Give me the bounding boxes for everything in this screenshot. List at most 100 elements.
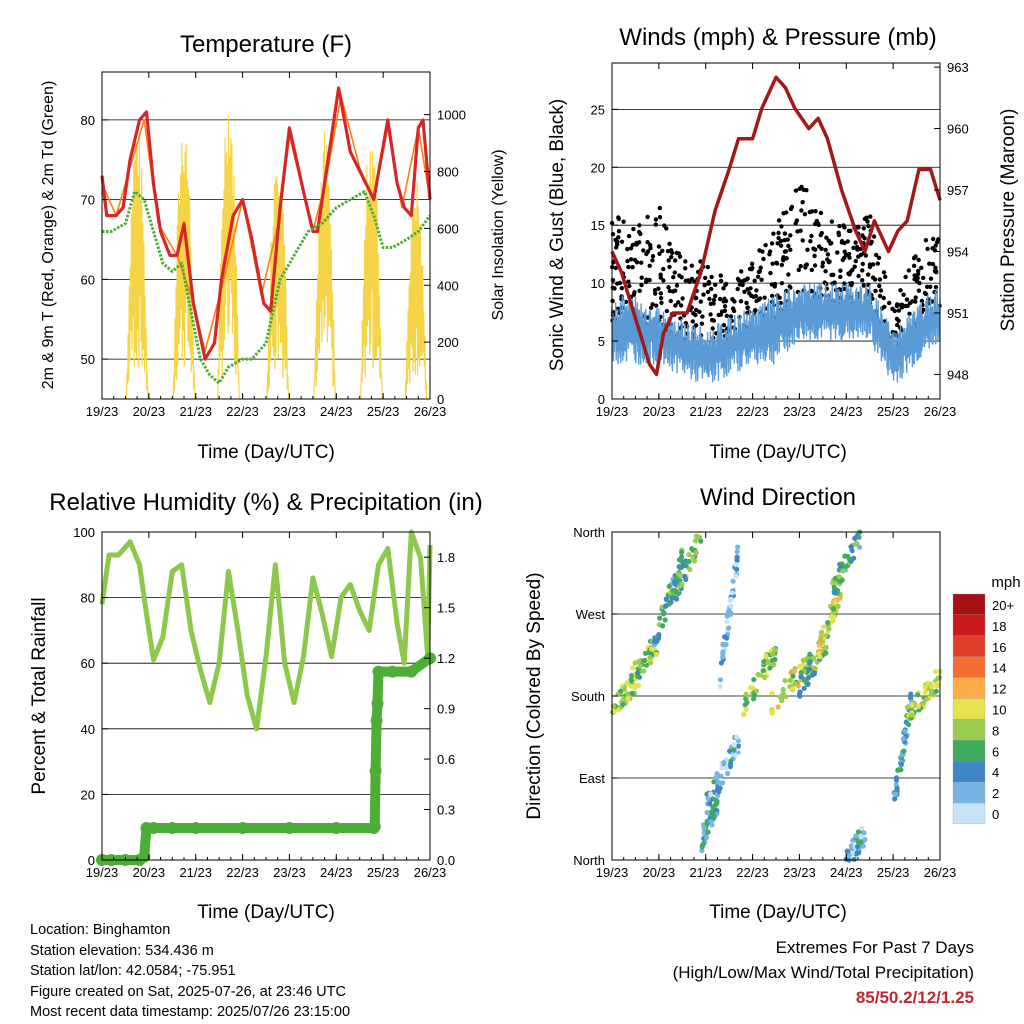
x-tick-label: 20/23: [133, 404, 166, 419]
gust-point: [661, 266, 666, 272]
direction-point: [812, 665, 818, 672]
recent-timestamp: Most recent data timestamp: 2025/07/26 2…: [30, 1004, 351, 1021]
gust-point: [798, 228, 803, 233]
gust-point: [868, 214, 873, 219]
direction-point: [629, 690, 635, 696]
gust-point: [904, 297, 910, 302]
direction-point: [769, 658, 775, 664]
gust-point: [700, 314, 705, 319]
direction-point: [731, 746, 737, 753]
y-tick-label: 80: [81, 113, 95, 128]
direction-point: [895, 767, 901, 773]
direction-point: [846, 853, 852, 859]
gust-point: [689, 263, 694, 268]
direction-point: [903, 719, 909, 725]
direction-point: [915, 703, 922, 710]
gust-point: [639, 282, 644, 288]
gust-point: [924, 284, 930, 289]
x-tick-label: 22/23: [226, 865, 259, 880]
direction-point: [828, 614, 834, 620]
winds-x-label: Time (Day/UTC): [709, 442, 847, 463]
humidity-x-ticks: 19/23 20/23 21/23 22/23 23/23 24/23 25/23 26/23: [86, 532, 447, 880]
direction-point: [908, 691, 914, 697]
direction-point: [854, 850, 860, 856]
temperature-y-ticks: 50 60 70 80: [81, 113, 108, 367]
gust-point: [827, 259, 832, 264]
gust-point: [722, 296, 727, 301]
direction-x-label: Time (Day/UTC): [709, 902, 847, 923]
gust-point: [871, 234, 877, 239]
gust-point: [678, 303, 684, 308]
y-tick-label: 20: [591, 160, 605, 175]
x-tick-label: 23/23: [273, 404, 306, 419]
y2-tick-label: 957: [947, 183, 969, 198]
station-location: Location: Binghamton: [30, 922, 171, 938]
x-tick-label: 26/23: [414, 865, 447, 880]
direction-point: [728, 761, 734, 767]
direction-point: [624, 680, 630, 686]
gust-point: [694, 295, 699, 301]
direction-point: [620, 701, 626, 708]
gust-point: [732, 299, 737, 304]
direction-point: [798, 674, 804, 680]
y-tick-label: North: [573, 853, 605, 868]
y2-tick-label: 1.2: [437, 651, 455, 666]
gust-point: [667, 288, 673, 294]
direction-point: [761, 659, 767, 665]
direction-point: [733, 562, 739, 568]
direction-point: [708, 791, 714, 797]
direction-point: [705, 829, 711, 835]
gust-point: [793, 221, 798, 226]
direction-point: [830, 606, 837, 612]
gust-point: [637, 223, 642, 228]
gust-point: [610, 232, 616, 237]
direction-point: [680, 563, 686, 569]
x-tick-label: 22/23: [736, 865, 769, 880]
direction-point: [728, 611, 734, 617]
pressure-y2-label: Station Pressure (Maroon): [998, 109, 1019, 332]
gust-point: [829, 272, 834, 278]
gust-point: [788, 233, 793, 238]
gust-point: [836, 232, 842, 238]
gust-point: [627, 283, 632, 289]
x-tick-label: 21/23: [689, 404, 722, 419]
gust-point: [932, 269, 938, 274]
direction-point: [637, 663, 643, 669]
solar-insolation-line: [172, 142, 196, 400]
direction-point: [686, 552, 692, 558]
gust-point: [776, 218, 782, 223]
y2-tick-label: 0.6: [437, 752, 455, 767]
direction-point: [718, 773, 724, 779]
direction-point: [730, 578, 736, 584]
gust-point: [814, 218, 819, 224]
direction-point: [620, 696, 626, 703]
gust-point: [874, 252, 879, 258]
gust-point: [701, 292, 706, 297]
temperature-title: Temperature (F): [180, 31, 352, 58]
direction-point: [712, 802, 719, 808]
legend-label: 4: [992, 765, 999, 780]
gust-point: [866, 223, 871, 229]
gust-point: [864, 215, 869, 220]
gust-point: [630, 242, 635, 248]
direction-point: [728, 596, 734, 602]
y-tick-label: 25: [591, 102, 605, 117]
extremes-title: Extremes For Past 7 Days: [775, 938, 974, 957]
direction-point: [709, 811, 716, 817]
gust-point: [876, 255, 882, 260]
direction-point: [727, 748, 733, 754]
gust-point: [778, 243, 784, 248]
direction-point: [732, 752, 739, 758]
wind-direction-panel: Wind Direction North East South West North 1…: [524, 484, 1021, 923]
y-tick-label: 70: [81, 193, 95, 208]
gust-point: [847, 272, 852, 277]
x-tick-label: 21/23: [689, 865, 722, 880]
legend-label: 0: [992, 807, 999, 822]
gust-point: [847, 255, 852, 260]
direction-point: [734, 566, 740, 572]
x-tick-label: 24/23: [830, 865, 863, 880]
direction-point: [686, 558, 692, 565]
legend-swatch: [952, 593, 986, 616]
gust-point: [907, 311, 912, 316]
direction-point: [700, 841, 707, 847]
